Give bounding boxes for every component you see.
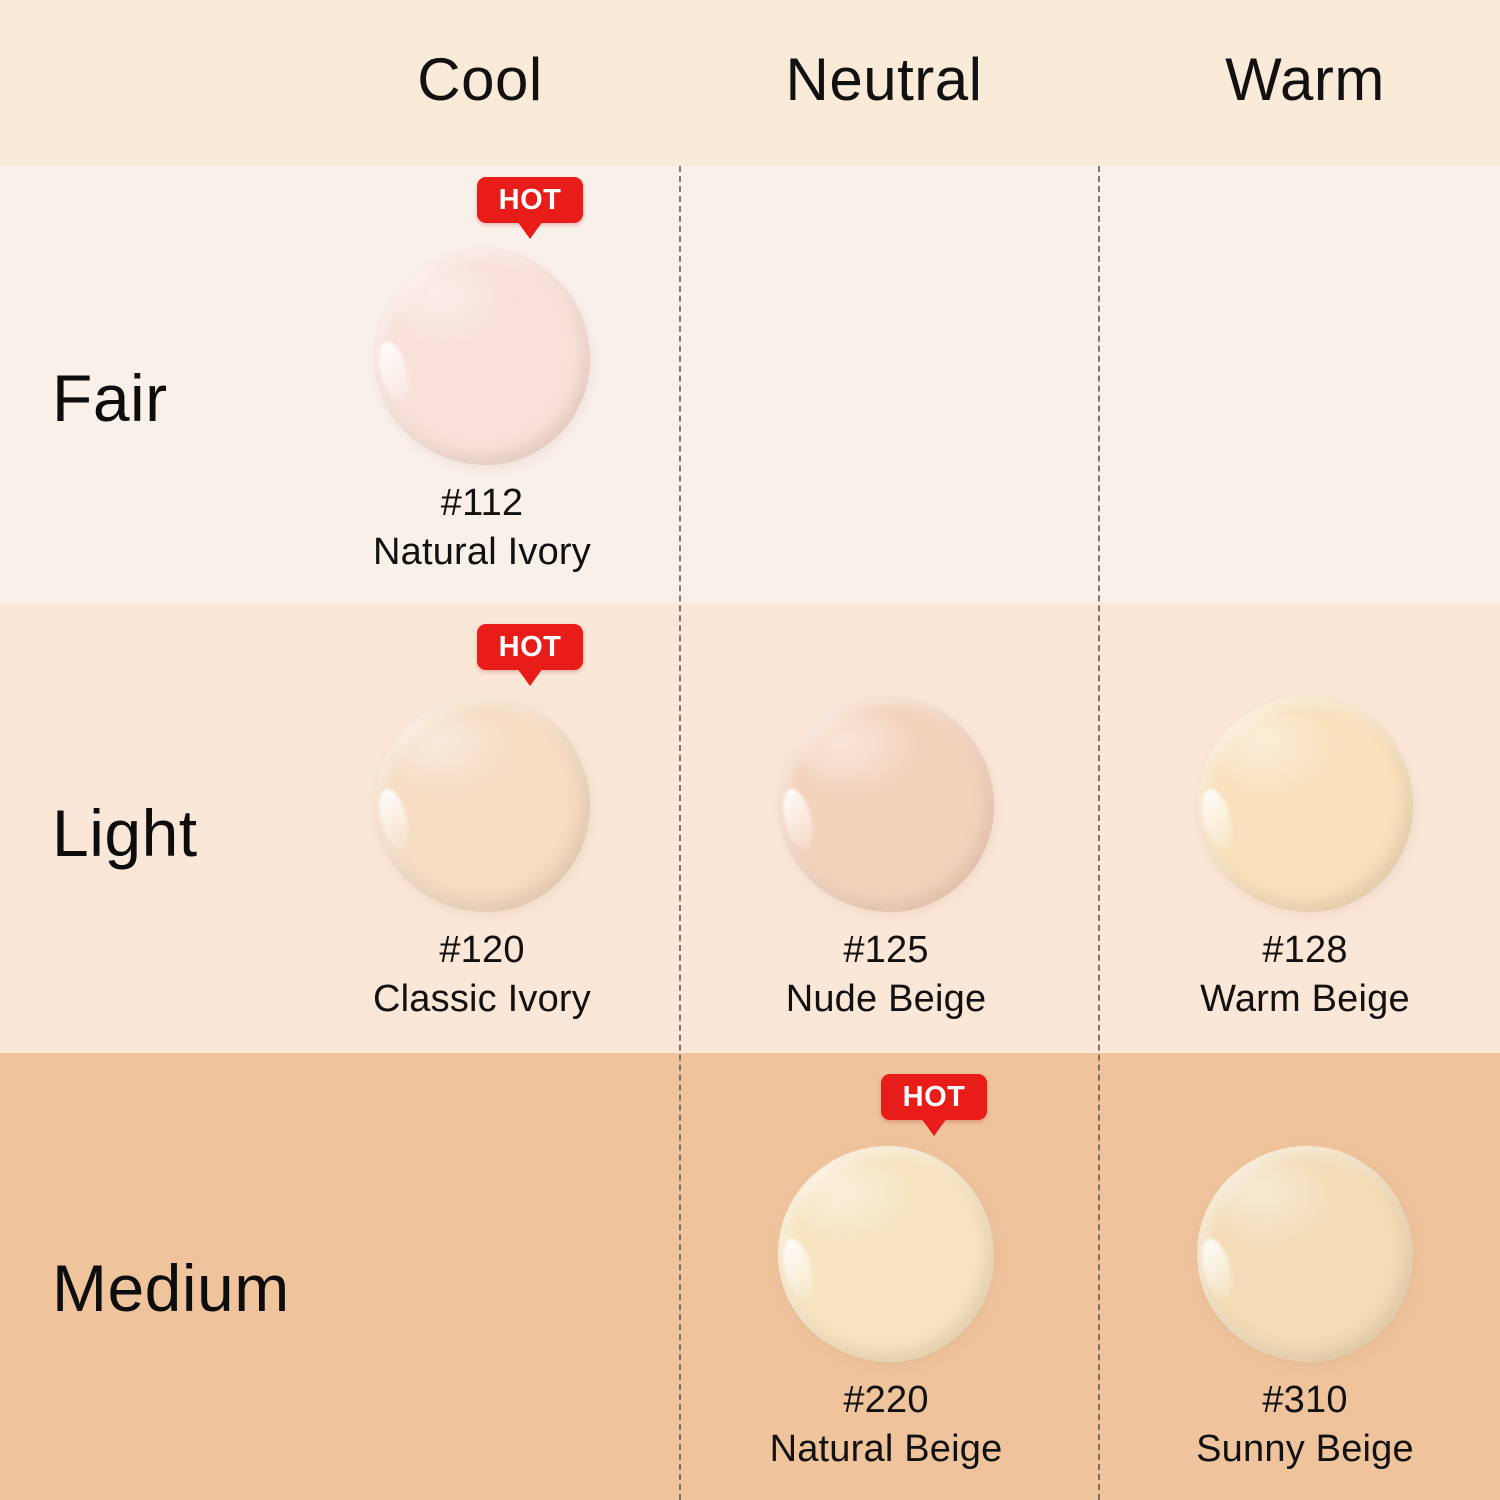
swatch-name-220: Natural Beige xyxy=(769,1428,1003,1470)
swatch-caption-125: #125 Nude Beige xyxy=(676,926,1096,1024)
column-header-cool: Cool xyxy=(417,46,543,113)
swatch-wrap-128 xyxy=(1197,696,1413,912)
hot-badge-120: HOT xyxy=(477,624,583,686)
swatch-caption-220: #220 Natural Beige xyxy=(676,1376,1096,1474)
swatch-cell-120[interactable]: HOT #120 Classic Ivory xyxy=(272,624,692,1024)
column-header-band xyxy=(0,0,1500,166)
hot-badge-112: HOT xyxy=(477,177,583,239)
row-label-medium: Medium xyxy=(52,1251,290,1325)
swatch-caption-112: #112 Natural Ivory xyxy=(272,479,692,577)
swatch-code-128: #128 xyxy=(1262,929,1348,971)
swatch-code-310: #310 xyxy=(1262,1379,1348,1421)
swatch-cell-310[interactable]: #310 Sunny Beige xyxy=(1095,1146,1500,1474)
row-label-fair: Fair xyxy=(52,361,168,435)
swatch-cell-128[interactable]: #128 Warm Beige xyxy=(1095,696,1500,1024)
hot-badge-label: HOT xyxy=(902,1081,966,1113)
swatch-name-310: Sunny Beige xyxy=(1196,1428,1414,1470)
swatch-name-112: Natural Ivory xyxy=(372,531,591,573)
swatch-circle-128[interactable] xyxy=(1197,696,1413,912)
swatch-wrap-112: HOT xyxy=(374,177,590,465)
swatch-cell-125[interactable]: #125 Nude Beige xyxy=(676,696,1096,1024)
swatch-name-125: Nude Beige xyxy=(785,978,987,1020)
column-header-warm: Warm xyxy=(1225,46,1385,113)
swatch-code-112: #112 xyxy=(440,482,524,524)
swatch-circle-220[interactable] xyxy=(778,1146,994,1362)
swatch-caption-120: #120 Classic Ivory xyxy=(272,926,692,1024)
hot-badge-tail-icon xyxy=(921,1118,947,1136)
column-header-neutral: Neutral xyxy=(785,46,983,113)
swatch-circle-120[interactable] xyxy=(374,696,590,912)
swatch-circle-112[interactable] xyxy=(374,249,590,465)
hot-badge-tail-icon xyxy=(517,221,543,239)
hot-badge-label: HOT xyxy=(498,631,562,663)
swatch-caption-310: #310 Sunny Beige xyxy=(1095,1376,1500,1474)
swatch-wrap-125 xyxy=(778,696,994,912)
swatch-name-128: Warm Beige xyxy=(1200,978,1410,1020)
swatch-circle-310[interactable] xyxy=(1197,1146,1413,1362)
swatch-wrap-220: HOT xyxy=(778,1074,994,1362)
row-band-fair xyxy=(0,166,1500,603)
swatch-name-120: Classic Ivory xyxy=(373,978,591,1020)
swatch-cell-220[interactable]: HOT #220 Natural Beige xyxy=(676,1074,1096,1474)
swatch-code-125: #125 xyxy=(843,929,929,971)
swatch-cell-112[interactable]: HOT #112 Natural Ivory xyxy=(272,177,692,577)
hot-badge-tail-icon xyxy=(517,668,543,686)
hot-badge-label: HOT xyxy=(498,184,562,216)
swatch-code-220: #220 xyxy=(843,1379,929,1421)
swatch-code-120: #120 xyxy=(439,929,525,971)
swatch-circle-125[interactable] xyxy=(778,696,994,912)
row-label-light: Light xyxy=(52,796,198,870)
swatch-wrap-120: HOT xyxy=(374,624,590,912)
column-divider-neutral-warm xyxy=(1098,166,1100,1500)
swatch-caption-128: #128 Warm Beige xyxy=(1095,926,1500,1024)
hot-badge-220: HOT xyxy=(881,1074,987,1136)
swatch-wrap-310 xyxy=(1197,1146,1413,1362)
column-divider-cool-neutral xyxy=(679,166,681,1500)
